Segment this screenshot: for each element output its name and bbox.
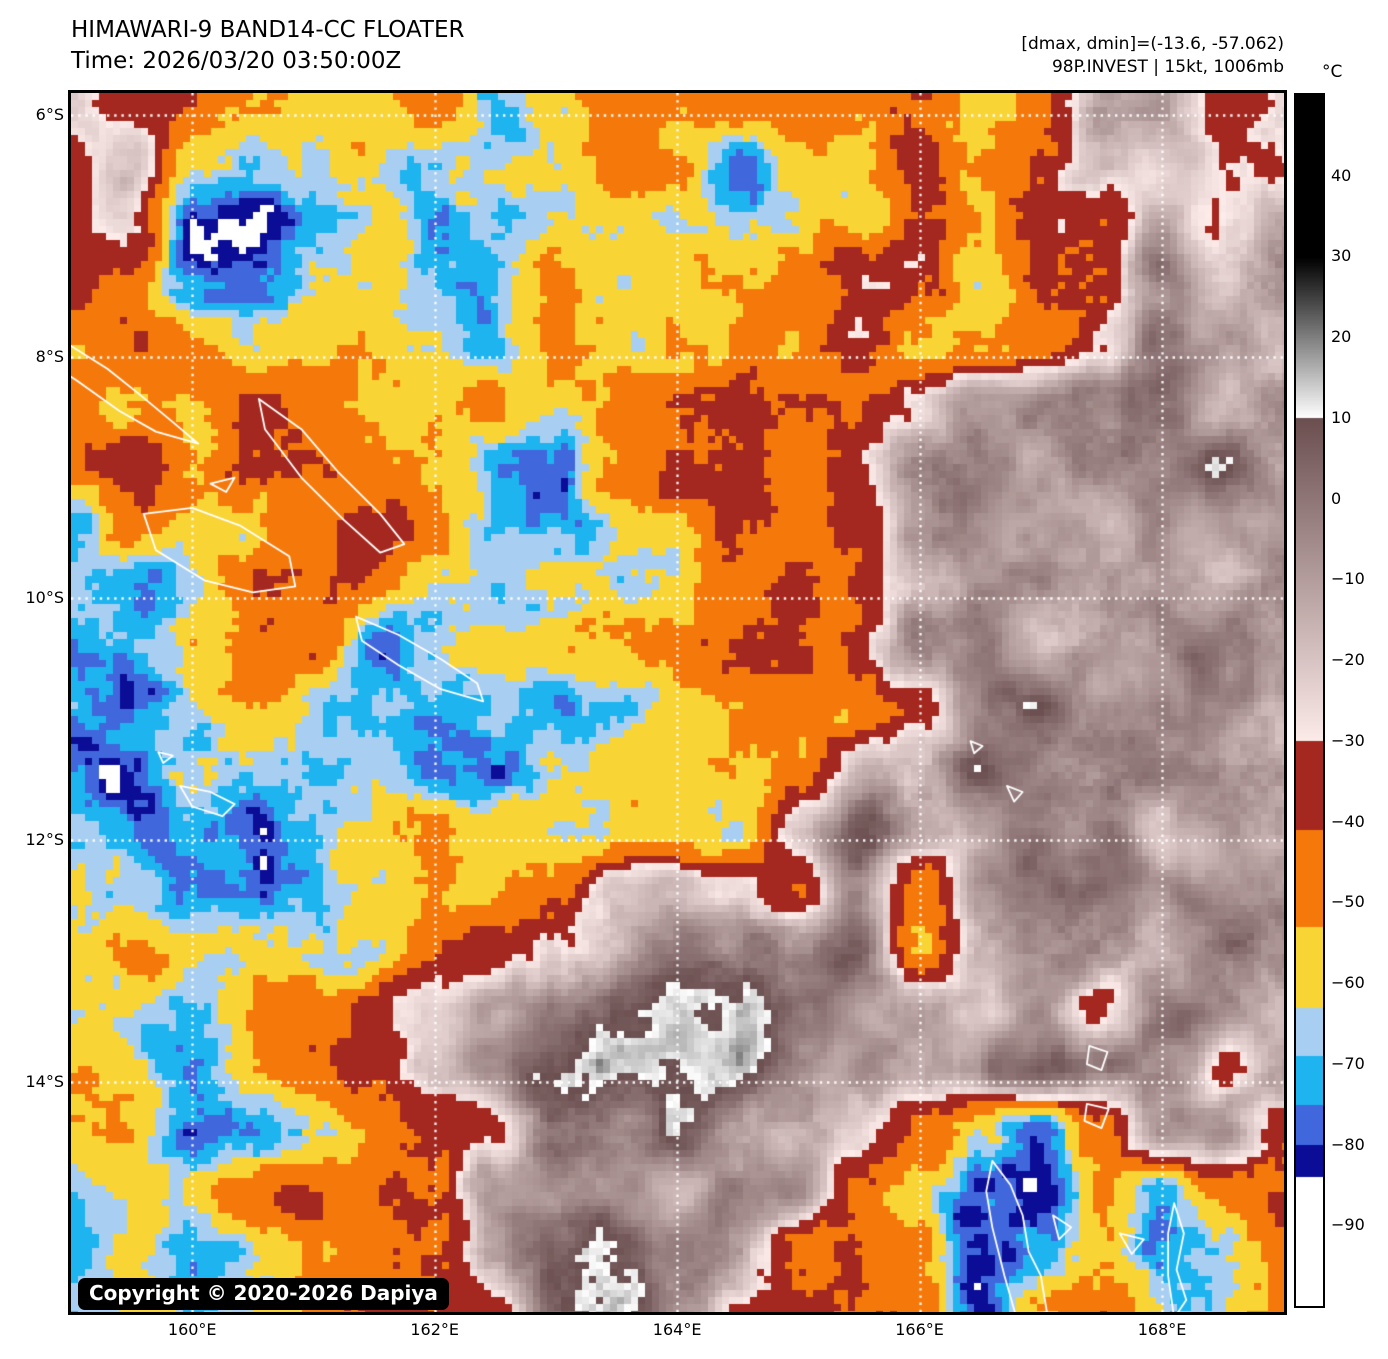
colorbar-tick-label: −60	[1331, 973, 1365, 993]
colorbar-frame	[1294, 93, 1325, 1308]
lat-tick-label: 8°S	[35, 346, 64, 366]
lat-tick-label: 14°S	[25, 1072, 64, 1092]
lat-tick-label: 12°S	[25, 830, 64, 850]
lon-tick-label: 162°E	[410, 1320, 459, 1339]
page-title: HIMAWARI-9 BAND14-CC FLOATER	[71, 17, 465, 43]
satellite-map-frame: Copyright © 2020-2026 Dapiya	[68, 90, 1287, 1315]
copyright-badge: Copyright © 2020-2026 Dapiya	[78, 1278, 449, 1310]
lon-tick-label: 160°E	[167, 1320, 217, 1339]
colorbar-tick-label: −50	[1331, 892, 1365, 912]
colorbar-tick-label: −90	[1331, 1215, 1365, 1235]
colorbar-tick-label: 40	[1331, 165, 1352, 185]
colorbar-tick-label: 0	[1331, 488, 1342, 508]
storm-info-label: 98P.INVEST | 15kt, 1006mb	[1051, 57, 1284, 77]
colorbar-tick-label: −80	[1331, 1134, 1365, 1154]
dmax-dmin-label: [dmax, dmin]=(-13.6, -57.062)	[1021, 34, 1284, 54]
colorbar-tick-label: −70	[1331, 1053, 1365, 1073]
colorbar-tick-label: −10	[1331, 569, 1365, 589]
satellite-ir-image	[71, 93, 1284, 1312]
colorbar-tick-label: 30	[1331, 246, 1352, 266]
lat-tick-label: 6°S	[35, 104, 64, 124]
lon-tick-label: 164°E	[652, 1320, 702, 1339]
time-label: Time: 2026/03/20 03:50:00Z	[71, 48, 402, 74]
colorbar-tick-label: −30	[1331, 730, 1365, 750]
colorbar-unit-label: °C	[1322, 62, 1343, 82]
colorbar-tick-label: 10	[1331, 407, 1352, 427]
colorbar-tick-label: −40	[1331, 811, 1365, 831]
colorbar-tick-label: −20	[1331, 650, 1365, 670]
lon-tick-label: 168°E	[1137, 1320, 1187, 1339]
colorbar-tick-label: 20	[1331, 327, 1352, 347]
lat-tick-label: 10°S	[25, 588, 64, 608]
colorbar	[1296, 95, 1323, 1306]
lon-tick-label: 166°E	[895, 1320, 944, 1339]
